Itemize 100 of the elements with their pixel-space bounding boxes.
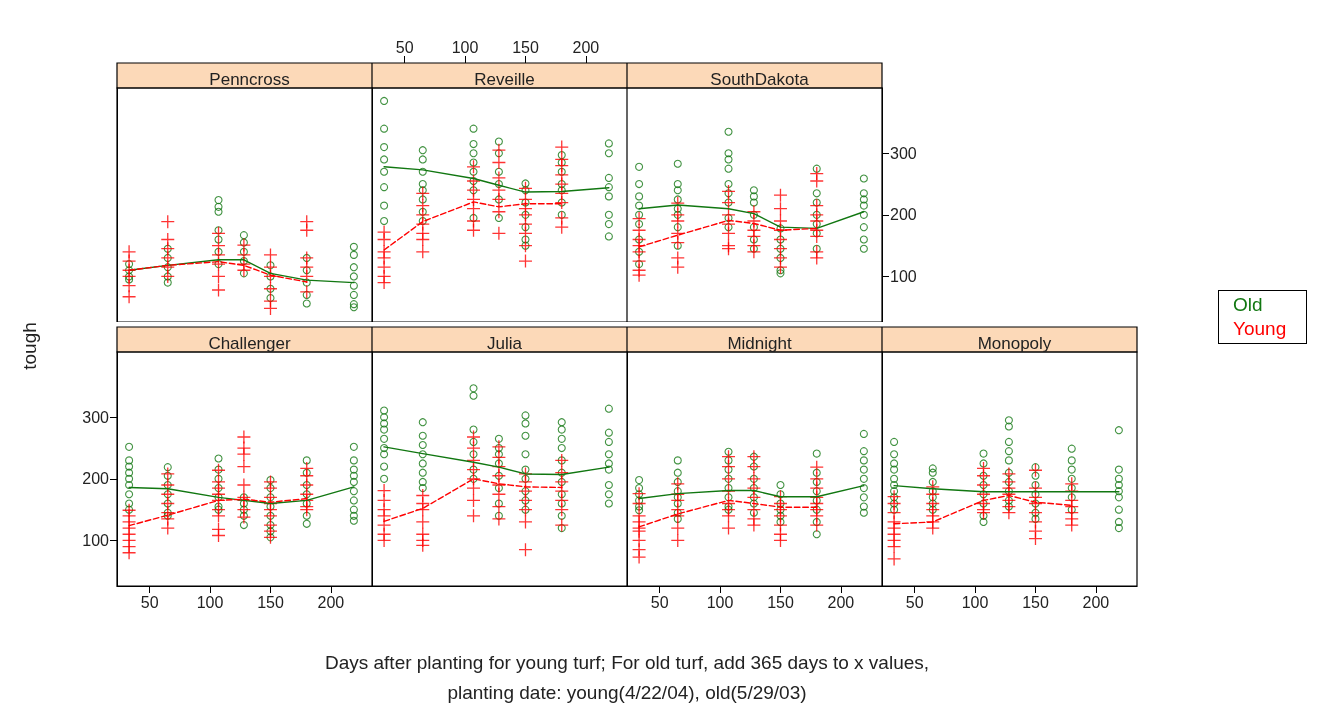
point (859, 429, 868, 438)
point (749, 484, 758, 493)
point (859, 484, 868, 493)
point (1067, 474, 1076, 483)
point (724, 447, 733, 456)
point (491, 511, 507, 527)
point (491, 204, 507, 219)
point (724, 180, 733, 189)
point (604, 210, 613, 219)
point (349, 456, 358, 465)
point (494, 137, 503, 146)
point (979, 511, 988, 520)
point (673, 186, 682, 195)
point (925, 520, 940, 536)
point (749, 186, 758, 195)
point (673, 180, 682, 189)
point (380, 201, 389, 210)
point (1004, 416, 1013, 425)
point (415, 502, 430, 517)
point (812, 198, 821, 207)
point (557, 158, 566, 167)
point (469, 167, 478, 176)
point (125, 499, 134, 508)
point (859, 210, 868, 219)
point (979, 459, 988, 468)
point (776, 269, 785, 278)
point (469, 139, 478, 149)
point (163, 471, 172, 480)
point (721, 184, 736, 199)
text: Young (1233, 317, 1287, 341)
point (1004, 502, 1013, 511)
chart-title: SouthDakota (710, 70, 810, 89)
point (302, 290, 311, 299)
point (211, 226, 226, 241)
point (415, 232, 430, 247)
point (749, 474, 758, 483)
point (604, 139, 613, 148)
point (673, 223, 682, 232)
chart-title: Midnight (727, 334, 792, 353)
point (890, 437, 899, 446)
point (380, 124, 389, 133)
point (239, 493, 248, 502)
point (749, 452, 758, 461)
point (518, 542, 533, 557)
point (928, 468, 937, 477)
point (635, 506, 644, 515)
point (1114, 474, 1123, 483)
y-tick-label: 200 (890, 206, 917, 224)
chart-title: Julia (487, 334, 523, 353)
point (380, 167, 389, 176)
point (239, 231, 248, 240)
x-tick-label: 100 (706, 593, 734, 611)
point (890, 505, 899, 514)
point (809, 229, 824, 244)
point (125, 490, 134, 499)
point (773, 260, 788, 275)
point (160, 466, 175, 482)
point (979, 517, 988, 527)
point (349, 300, 358, 309)
point (635, 180, 644, 189)
point (349, 465, 358, 474)
point (163, 511, 172, 520)
point (518, 226, 533, 241)
point (1114, 493, 1123, 502)
point (349, 487, 358, 496)
point (557, 151, 566, 160)
point (809, 173, 824, 189)
y-tick-label: 300 (82, 408, 110, 426)
point (859, 189, 868, 198)
point (302, 511, 311, 520)
point (670, 213, 685, 229)
point (673, 487, 682, 496)
point (604, 220, 613, 229)
point (214, 226, 223, 235)
point (1031, 480, 1040, 490)
point (749, 210, 758, 219)
point (749, 493, 758, 502)
point (1064, 517, 1079, 533)
point (239, 269, 248, 278)
point (494, 167, 503, 176)
point (721, 459, 736, 474)
point (266, 476, 275, 485)
point (211, 508, 226, 523)
point (979, 449, 988, 458)
point (928, 487, 937, 496)
point (809, 250, 824, 266)
y-tick-label: 100 (890, 267, 917, 285)
point (236, 447, 252, 462)
point (749, 235, 758, 244)
point (890, 487, 899, 496)
x-tick-label: 50 (395, 38, 414, 56)
point (812, 468, 821, 477)
point (491, 226, 507, 241)
point (859, 235, 868, 244)
point (1004, 447, 1013, 456)
point (214, 465, 223, 474)
point (349, 516, 358, 525)
point (635, 496, 644, 505)
point (928, 464, 937, 473)
point (125, 456, 134, 465)
